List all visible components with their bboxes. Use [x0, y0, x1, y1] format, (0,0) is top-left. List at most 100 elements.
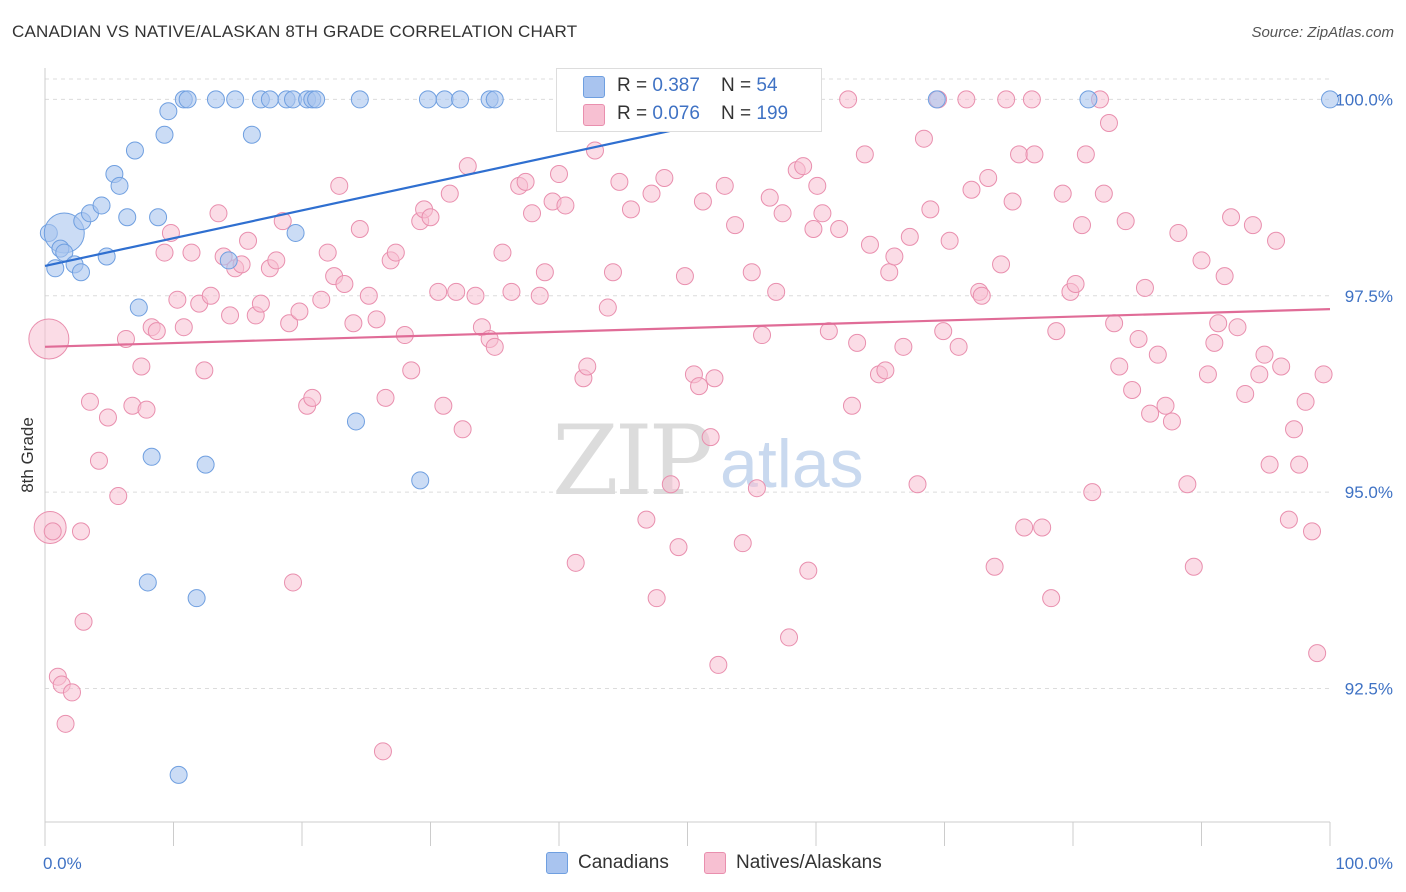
- legend-natives-stats: R = 0.076 N = 199: [617, 103, 788, 125]
- natives-point: [1094, 184, 1113, 203]
- canadians-point: [159, 102, 178, 121]
- natives-point: [1162, 412, 1181, 431]
- natives-point: [284, 573, 303, 592]
- x-tick-label-min: 0.0%: [43, 854, 82, 873]
- natives-point: [715, 176, 734, 195]
- natives-point: [556, 196, 575, 215]
- natives-point: [273, 212, 292, 231]
- natives-point: [985, 557, 1004, 576]
- natives-point: [421, 208, 440, 227]
- natives-point: [876, 361, 895, 380]
- legend-item-natives[interactable]: Natives/Alaskans: [704, 852, 882, 874]
- natives-point: [979, 168, 998, 187]
- canadians-point: [307, 90, 326, 109]
- natives-point: [376, 388, 395, 407]
- natives-point: [908, 475, 927, 494]
- natives-point: [147, 322, 166, 341]
- canadians-point: [196, 455, 215, 474]
- x-tick-label-max: 100.0%: [1335, 854, 1393, 873]
- canadians-point: [350, 90, 369, 109]
- natives-point: [1129, 329, 1148, 348]
- natives-point: [195, 361, 214, 380]
- natives-point: [440, 184, 459, 203]
- n-label: N =: [721, 103, 757, 124]
- natives-point: [598, 298, 617, 317]
- canadians-point: [260, 90, 279, 109]
- canadians-point: [1321, 90, 1339, 109]
- natives-point: [447, 282, 466, 301]
- natives-point: [972, 286, 991, 305]
- natives-point: [1215, 267, 1234, 286]
- natives-point: [655, 168, 674, 187]
- natives-point: [855, 145, 874, 164]
- canadians-point: [125, 141, 144, 160]
- natives-point: [1116, 212, 1135, 231]
- natives-point: [997, 90, 1016, 109]
- natives-point: [201, 286, 220, 305]
- canadians-point: [485, 90, 504, 109]
- natives-point: [550, 165, 568, 184]
- natives-point: [1279, 510, 1298, 529]
- natives-point: [830, 220, 849, 239]
- natives-point: [43, 522, 62, 541]
- natives-point: [1015, 518, 1034, 537]
- natives-point: [1267, 231, 1286, 250]
- natives-point: [794, 157, 813, 176]
- legend-item-canadians[interactable]: Canadians: [546, 852, 669, 874]
- legend-swatch-canadians: [546, 852, 568, 874]
- natives-point: [760, 188, 779, 207]
- n-label: N =: [721, 75, 757, 96]
- natives-point: [523, 204, 542, 223]
- legend-label-canadians: Canadians: [578, 852, 669, 873]
- natives-point: [1209, 314, 1228, 333]
- canadians-point: [451, 90, 470, 109]
- natives-point: [839, 90, 858, 109]
- natives-point: [373, 742, 392, 761]
- natives-point: [367, 310, 386, 329]
- natives-point: [726, 216, 745, 235]
- natives-point: [767, 282, 786, 301]
- natives-point: [813, 204, 832, 223]
- natives-point: [280, 314, 299, 333]
- natives-point: [116, 329, 135, 348]
- natives-point: [578, 357, 597, 376]
- natives-point: [733, 534, 752, 553]
- natives-point: [221, 306, 240, 325]
- natives-point: [1285, 420, 1304, 439]
- natives-point: [621, 200, 640, 219]
- natives-point: [1192, 251, 1211, 270]
- natives-point: [780, 628, 799, 647]
- natives-point: [1290, 455, 1309, 474]
- natives-point: [312, 290, 331, 309]
- correlation-legend: R = 0.387 N = 54 R = 0.076 N = 199: [556, 68, 822, 132]
- natives-point: [466, 286, 485, 305]
- natives-point: [921, 200, 940, 219]
- canadians-point: [1079, 90, 1098, 109]
- r-label: R =: [617, 75, 653, 96]
- series-legend: Canadians Natives/Alaskans: [0, 852, 1406, 878]
- natives-point: [880, 263, 899, 282]
- natives-point: [742, 263, 761, 282]
- canadians-point: [226, 90, 245, 109]
- y-tick-label: 92.5%: [1345, 679, 1393, 698]
- legend-canadians-stats: R = 0.387 N = 54: [617, 75, 778, 97]
- natives-point: [1053, 184, 1072, 203]
- natives-point: [860, 235, 879, 254]
- natives-point: [1314, 365, 1333, 384]
- natives-points: [28, 90, 1333, 761]
- natives-point: [957, 90, 976, 109]
- natives-point: [290, 302, 309, 321]
- natives-point: [1066, 274, 1085, 293]
- natives-point: [848, 333, 867, 352]
- natives-point: [1250, 365, 1269, 384]
- natives-point: [642, 184, 661, 203]
- natives-point: [799, 561, 818, 580]
- natives-point: [174, 318, 193, 337]
- natives-point: [709, 655, 728, 674]
- y-tick-label: 100.0%: [1335, 90, 1393, 109]
- canadians-point: [110, 176, 129, 195]
- natives-point: [535, 263, 554, 282]
- n-value: 54: [756, 75, 778, 96]
- y-axis-title: 8th Grade: [18, 417, 37, 493]
